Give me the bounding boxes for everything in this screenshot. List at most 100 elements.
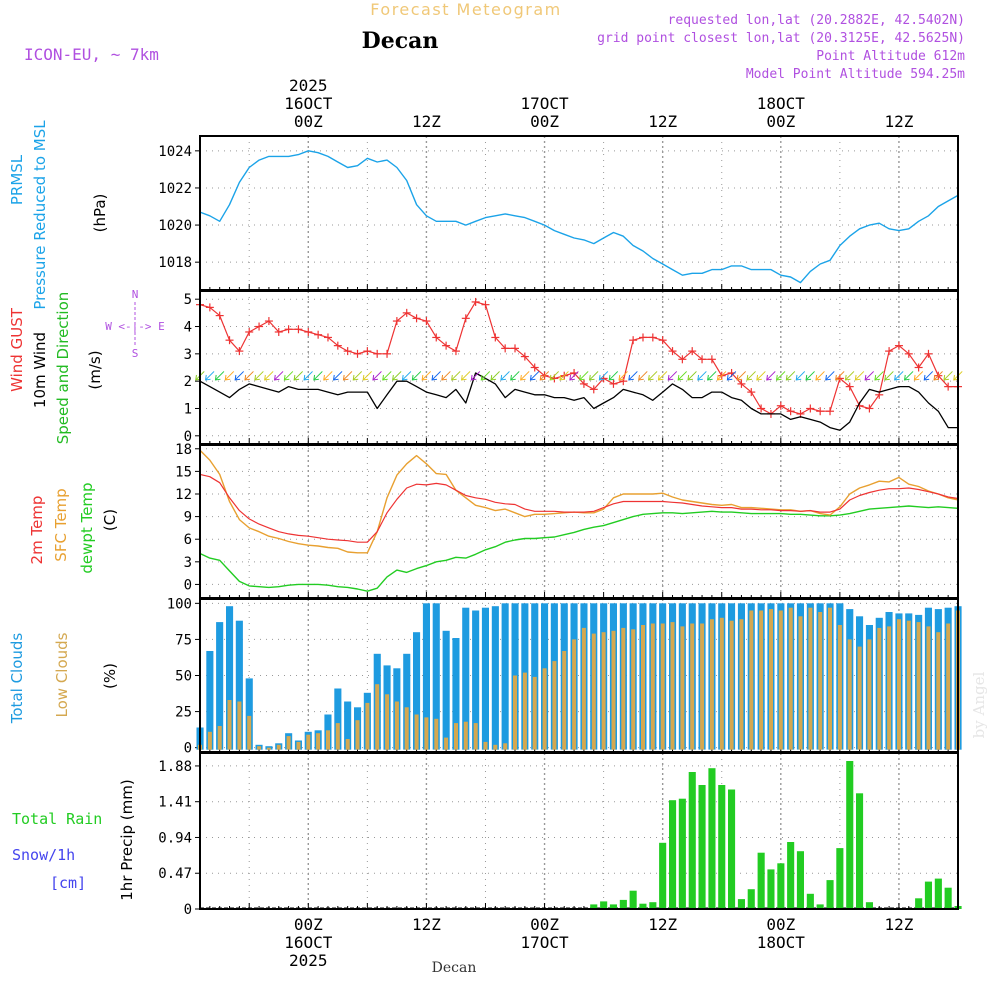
wind-direction-arrow [224, 371, 235, 381]
precip-bar [728, 789, 736, 909]
gust-point [806, 404, 815, 413]
gust-point [304, 327, 313, 336]
arrow-head [844, 374, 851, 381]
arrow-shaft [746, 371, 756, 381]
arrow-shaft [589, 371, 599, 381]
arrow-shaft [480, 371, 491, 381]
gust-point [698, 355, 707, 364]
wind-direction-arrow [775, 371, 786, 381]
arrow-shaft [244, 371, 254, 381]
arrow-head [805, 374, 812, 381]
wind-direction-arrow [559, 371, 569, 381]
arrow-head [332, 374, 339, 381]
arrow-head [588, 374, 595, 381]
precip-bar [590, 904, 598, 909]
wind-direction-arrow [510, 371, 520, 381]
wind-direction-arrow [697, 371, 707, 381]
wind-direction-arrow [382, 371, 392, 381]
gust-point [323, 333, 332, 342]
y-tick-label: 0.47 [158, 866, 192, 882]
total-cloud-bar [462, 607, 470, 750]
wind-direction-arrow [204, 371, 215, 381]
arrow-shaft [520, 371, 530, 381]
arrow-shaft [864, 371, 874, 381]
gust-point [609, 379, 618, 388]
precip-bar [944, 887, 952, 909]
info-gridpoint: grid point closest lon,lat (20.3125E, 42… [597, 31, 965, 46]
wind-direction-arrow [451, 371, 461, 381]
low-cloud-bar [473, 723, 478, 750]
wind-direction-arrow [244, 371, 254, 381]
wind-direction-arrow [943, 371, 953, 381]
wind-direction-arrow [264, 371, 274, 381]
arrow-shaft [786, 371, 796, 381]
low-cloud-bar [788, 607, 793, 750]
arrow-shaft [431, 371, 441, 381]
arrow-shaft [461, 371, 471, 381]
info-model-altitude: Model Point Altitude 594.25m [746, 67, 965, 82]
arrow-head [825, 374, 831, 381]
wind-direction-arrow [854, 371, 865, 381]
y-tick-label: 1020 [158, 218, 192, 234]
low-cloud-bar [700, 623, 705, 750]
wind-direction-arrow [903, 371, 914, 381]
gust-point [422, 317, 431, 326]
arrow-head [569, 374, 575, 381]
precip-bar [678, 798, 686, 909]
precip-bar [846, 761, 854, 909]
wind-speed-line [199, 372, 958, 431]
arrow-head [697, 374, 703, 381]
y-tick-label: 12 [175, 487, 192, 503]
total-cloud-bar [501, 603, 509, 750]
low-cloud-bar [611, 630, 616, 750]
low-cloud-bar [404, 707, 409, 750]
arrow-shaft [579, 371, 589, 381]
wind-direction-arrow [756, 371, 766, 381]
gust-point [530, 363, 539, 372]
arrow-shaft [530, 371, 540, 381]
gust-point [373, 349, 382, 358]
gust-point [225, 336, 234, 345]
arrow-shaft [894, 371, 904, 381]
precip-bar [757, 852, 765, 909]
arrow-shaft [756, 371, 766, 381]
sfc-temp-label: SFC Temp [52, 488, 70, 561]
arrow-head [372, 374, 378, 381]
total-cloud-bar [245, 678, 253, 750]
arrow-shaft [648, 371, 658, 381]
arrow-shaft [687, 371, 697, 381]
precip-bar [747, 889, 755, 909]
gust-point [432, 333, 441, 342]
top-time-label: 00Z [766, 112, 795, 131]
wind-direction-arrow [638, 371, 648, 381]
precip-bar [649, 902, 657, 909]
precip-bar [836, 848, 844, 909]
gust-point [629, 336, 638, 345]
wind-direction-arrow [795, 371, 806, 381]
low-cloud-bar [591, 633, 596, 750]
precip-bar [767, 869, 775, 909]
precip-bar [816, 904, 824, 909]
total-cloud-bar [413, 632, 421, 750]
gust-point [402, 308, 411, 317]
wind-direction-arrow [303, 371, 313, 381]
precip-bar [865, 902, 873, 909]
low-cloud-bar [355, 720, 360, 750]
wind-direction-arrow [460, 371, 471, 381]
top-time-label: 16OCT [284, 94, 333, 113]
wind-direction-arrow [431, 371, 441, 381]
precip-bar [826, 880, 834, 909]
gust-point [471, 297, 480, 306]
bottom-time-label: 12Z [648, 915, 677, 934]
arrow-head [775, 374, 782, 381]
gust-point [314, 330, 323, 339]
y-tick-label: 1 [184, 401, 192, 417]
arrow-shaft [539, 371, 550, 381]
wind-direction-arrow [411, 371, 422, 381]
arrow-shaft [943, 371, 953, 381]
wind-direction-arrow [323, 371, 333, 381]
gust-point [245, 327, 254, 336]
precip-bar [708, 768, 716, 909]
low-cloud-bar [463, 721, 468, 750]
pressure-label-long: Pressure Reduced to MSL [31, 120, 49, 310]
